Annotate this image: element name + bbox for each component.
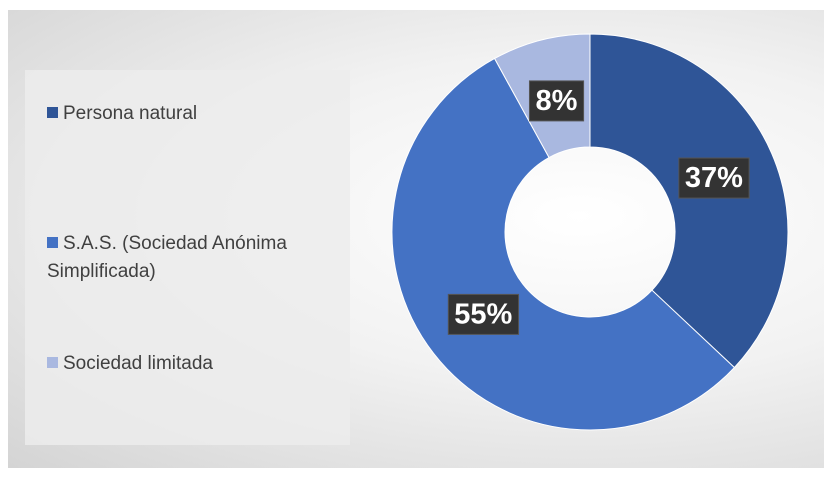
data-label: 37% — [685, 162, 743, 194]
data-label-box — [528, 80, 585, 122]
legend-label: Sociedad limitada — [63, 353, 213, 374]
data-label: 55% — [454, 298, 512, 330]
donut-slice — [589, 33, 789, 369]
legend-item: Sociedad limitada — [47, 350, 337, 378]
donut-slice — [391, 57, 736, 431]
legend-swatch — [47, 237, 58, 248]
data-label-box — [678, 157, 750, 199]
legend-item: S.A.S. (Sociedad Anónima Simplificada) — [47, 230, 337, 286]
legend-item: Persona natural — [47, 100, 337, 128]
legend-swatch — [47, 357, 58, 368]
legend-swatch — [47, 107, 58, 118]
data-label: 8% — [535, 85, 577, 117]
legend-label: S.A.S. (Sociedad Anónima Simplificada) — [47, 233, 287, 282]
legend: Persona natural S.A.S. (Sociedad Anónima … — [25, 70, 350, 445]
data-label-box — [447, 293, 520, 335]
legend-label: Persona natural — [63, 103, 198, 124]
